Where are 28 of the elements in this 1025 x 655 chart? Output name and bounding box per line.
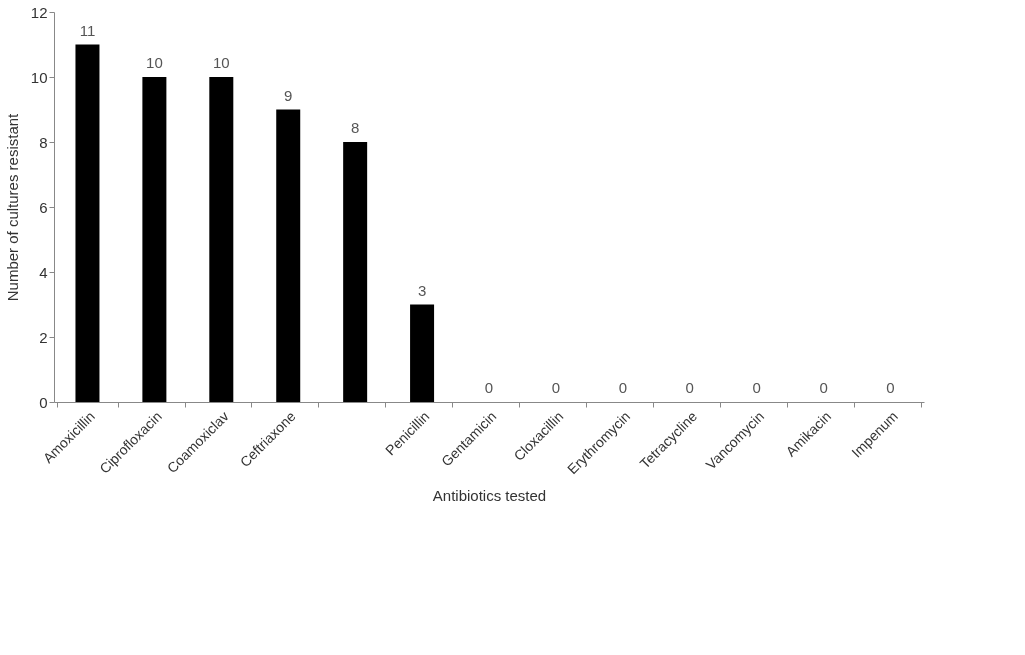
y-tick-label: 0: [39, 393, 48, 411]
data-label: 0: [752, 379, 761, 396]
data-label: 0: [551, 379, 561, 396]
y-tick-label: 12: [30, 3, 48, 21]
data-label: 0: [484, 379, 494, 396]
data-label: 8: [350, 119, 360, 136]
y-tick-label: 6: [39, 198, 48, 216]
data-label: 0: [819, 379, 828, 396]
data-label: 10: [146, 54, 163, 71]
y-tick-label: 2: [39, 328, 48, 346]
y-tick-label: 10: [30, 68, 48, 86]
bar: [142, 77, 167, 402]
data-label: 10: [212, 54, 230, 71]
bar: [343, 142, 368, 402]
bar: [75, 44, 100, 402]
y-tick-label: 4: [39, 263, 48, 281]
data-label: 0: [886, 379, 895, 396]
data-label: 9: [284, 86, 293, 104]
x-axis-title: Antibiotics tested: [432, 487, 547, 505]
data-label: 0: [685, 379, 694, 396]
bar: [276, 109, 301, 402]
data-label: 11: [79, 21, 96, 39]
data-label: 0: [618, 379, 628, 396]
y-tick-label: 8: [39, 133, 48, 151]
data-label: 3: [417, 281, 427, 299]
y-axis-title: Number of cultures resistant: [3, 112, 21, 302]
bar: [410, 304, 435, 402]
bar: [209, 77, 234, 402]
